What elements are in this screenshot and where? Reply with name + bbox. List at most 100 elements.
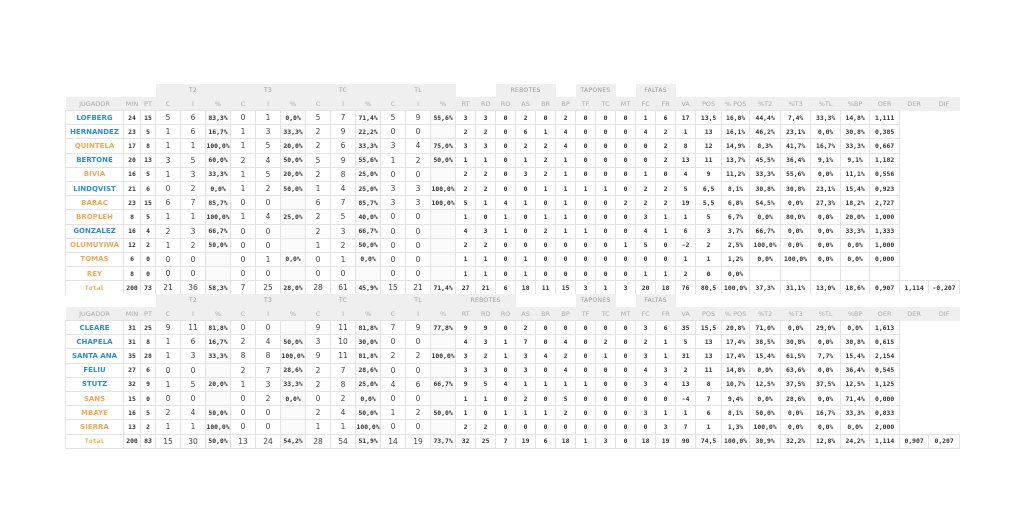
column-header-tc-made[interactable]: C [305, 307, 331, 321]
column-header-min[interactable]: MIN [123, 97, 141, 111]
column-header-der[interactable]: DER [899, 307, 929, 321]
column-header-pos-pct[interactable]: % POS [721, 97, 750, 111]
column-header-tl-pct[interactable]: % [430, 307, 456, 321]
column-header-as[interactable]: AS [515, 97, 536, 111]
column-header-t3-share[interactable]: %T3 [780, 97, 811, 111]
column-header-fr[interactable]: FR [655, 307, 676, 321]
player-name[interactable]: CLEARE [65, 319, 124, 336]
column-header-pos-pct[interactable]: % POS [721, 307, 750, 321]
column-header-tl-share[interactable]: %TL [810, 97, 841, 111]
column-header-t3-made[interactable]: C [230, 307, 256, 321]
column-header-tc-made[interactable]: C [305, 97, 331, 111]
column-header-tc[interactable]: TC [595, 307, 616, 321]
player-name[interactable]: SANS [65, 390, 124, 407]
player-name[interactable]: SIERRA [65, 419, 124, 435]
column-header-pt[interactable]: PT [140, 307, 156, 321]
column-header-tc[interactable]: TC [595, 97, 616, 111]
column-header-rd[interactable]: RD [475, 307, 496, 321]
column-header-pt[interactable]: PT [140, 97, 156, 111]
column-header-bp[interactable]: BP [555, 97, 576, 111]
player-name[interactable]: BERTONE [65, 152, 124, 168]
cell-pt: 15 [140, 109, 156, 126]
column-header-t2-share[interactable]: %T2 [749, 97, 781, 111]
column-header-min[interactable]: MIN [123, 307, 141, 321]
player-name[interactable]: GONZALEZ [65, 223, 124, 239]
player-name[interactable]: BROPLEH [65, 209, 124, 225]
column-header-ro[interactable]: RO [495, 307, 516, 321]
column-header-dif[interactable]: DIF [928, 97, 960, 111]
column-header-as[interactable]: AS [515, 307, 536, 321]
column-header-tl-att[interactable]: I [405, 97, 431, 111]
column-header-fr[interactable]: FR [655, 97, 676, 111]
player-name[interactable]: LINDQVIST [65, 180, 124, 197]
column-header-mt[interactable]: MT [615, 307, 636, 321]
cell-fr: 2 [655, 138, 677, 154]
column-header-rt[interactable]: RT [455, 307, 476, 321]
column-header-oer[interactable]: OER [869, 307, 900, 321]
player-name[interactable]: QUINTELA [65, 138, 124, 154]
column-header-tc-pct[interactable]: % [355, 97, 381, 111]
column-header-va[interactable]: VA [675, 97, 696, 111]
column-header-tf[interactable]: TF [575, 97, 596, 111]
column-header-player[interactable]: JUGADOR [65, 97, 124, 111]
column-header-t3-made[interactable]: C [230, 97, 256, 111]
player-name[interactable]: OLUMUYIWA [65, 237, 124, 253]
column-header-tl-made[interactable]: C [380, 307, 406, 321]
column-header-t2-made[interactable]: C [155, 307, 181, 321]
column-header-t3-pct[interactable]: % [280, 97, 306, 111]
column-header-t2-pct[interactable]: % [205, 307, 231, 321]
cell-rt: 32 [455, 433, 477, 449]
cell-pos: 3 [695, 223, 723, 239]
cell-fr: 4 [655, 376, 677, 392]
player-name[interactable]: REY [65, 266, 124, 282]
player-name[interactable]: BARAC [65, 195, 124, 211]
column-header-fc[interactable]: FC [635, 97, 656, 111]
column-header-t3-share[interactable]: %T3 [780, 307, 811, 321]
column-header-der[interactable]: DER [899, 97, 929, 111]
column-header-pos[interactable]: POS [695, 307, 722, 321]
column-header-rt[interactable]: RT [455, 97, 476, 111]
column-header-va[interactable]: VA [675, 307, 696, 321]
column-header-mt[interactable]: MT [615, 97, 636, 111]
column-header-tl-pct[interactable]: % [430, 97, 456, 111]
player-name[interactable]: CHAPELA [65, 334, 124, 350]
player-name[interactable]: MBAYE [65, 405, 124, 421]
player-name[interactable]: BIVIA [65, 166, 124, 182]
column-header-tf[interactable]: TF [575, 307, 596, 321]
player-name[interactable]: SANTA ANA [65, 348, 124, 364]
column-header-t3-att[interactable]: I [255, 307, 281, 321]
column-header-t3-att[interactable]: I [255, 97, 281, 111]
column-header-bp[interactable]: BP [555, 307, 576, 321]
cell-t2-pct: 50,0% [204, 405, 232, 421]
player-name[interactable]: FELIU [65, 362, 124, 378]
player-name[interactable]: LOFBERG [65, 109, 124, 126]
column-header-tc-pct[interactable]: % [355, 307, 381, 321]
column-header-tc-att[interactable]: I [330, 97, 356, 111]
column-header-t3-pct[interactable]: % [280, 307, 306, 321]
column-header-fc[interactable]: FC [635, 307, 656, 321]
column-header-rd[interactable]: RD [475, 97, 496, 111]
column-header-t2-att[interactable]: I [180, 307, 206, 321]
column-header-tc-att[interactable]: I [330, 307, 356, 321]
cell-tc-att: 4 [330, 405, 357, 421]
column-header-br[interactable]: BR [535, 307, 556, 321]
player-name[interactable]: TOMAS [65, 251, 124, 268]
column-header-t2-pct[interactable]: % [205, 97, 231, 111]
cell-tc-pct: 25,0% [355, 180, 382, 197]
column-header-bp-share[interactable]: %BP [840, 307, 870, 321]
column-header-bp-share[interactable]: %BP [840, 97, 870, 111]
player-name[interactable]: HERNANDEZ [65, 124, 124, 140]
column-header-oer[interactable]: OER [869, 97, 900, 111]
column-header-t2-made[interactable]: C [155, 97, 181, 111]
column-header-t2-att[interactable]: I [180, 97, 206, 111]
column-header-player[interactable]: JUGADOR [65, 307, 124, 321]
column-header-br[interactable]: BR [535, 97, 556, 111]
player-name[interactable]: STUTZ [65, 376, 124, 392]
column-header-tl-made[interactable]: C [380, 97, 406, 111]
column-header-t2-share[interactable]: %T2 [749, 307, 781, 321]
column-header-ro[interactable]: RO [495, 97, 516, 111]
column-header-tl-share[interactable]: %TL [810, 307, 841, 321]
column-header-tl-att[interactable]: I [405, 307, 431, 321]
column-header-pos[interactable]: POS [695, 97, 722, 111]
column-header-dif[interactable]: DIF [928, 307, 960, 321]
